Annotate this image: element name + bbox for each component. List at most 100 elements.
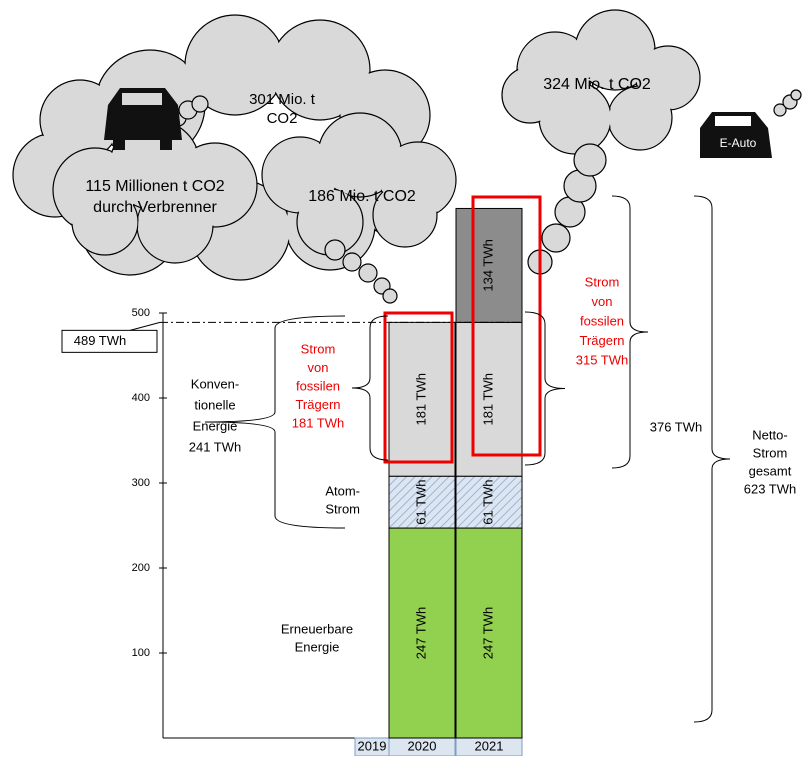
- annotation: Konven-: [191, 376, 239, 391]
- bar-segment: [455, 207, 523, 323]
- annotation: Energie: [295, 639, 340, 654]
- cloud-fill: [374, 184, 436, 246]
- y-tick-label: 300: [132, 477, 150, 489]
- highlight-frame: [471, 195, 542, 457]
- cloud-fill: [193, 97, 207, 111]
- annotation-red: 315 TWh: [576, 352, 629, 367]
- annotation: 623 TWh: [744, 481, 797, 496]
- bar-segment: [455, 475, 523, 529]
- cloud-small: [52, 119, 258, 264]
- annotation: tionelle: [194, 397, 235, 412]
- annotation: Strom: [753, 445, 788, 460]
- smoke: [541, 223, 571, 253]
- cloud-fill: [503, 68, 557, 122]
- cloud-fill: [792, 91, 800, 99]
- cloud-fill: [543, 225, 569, 251]
- y-tick-label: 500: [132, 307, 150, 319]
- cloud-fill: [576, 11, 654, 89]
- y-tick-label: 400: [132, 392, 150, 404]
- cloud-fill: [540, 83, 610, 153]
- annotation-red: fossilen: [296, 378, 340, 393]
- smoke: [573, 143, 607, 177]
- brace: [351, 315, 389, 461]
- reference-box: [61, 329, 158, 353]
- value-label: 247 TWh: [413, 607, 428, 660]
- car-window: [122, 93, 162, 105]
- cloud-label: durch Verbrenner: [93, 199, 217, 216]
- x-tick-label: 2021: [475, 738, 504, 753]
- cloud-fill: [565, 171, 595, 201]
- cloud-fill: [575, 145, 605, 175]
- value-label: 61 TWh: [413, 479, 428, 524]
- cloud-fill: [609, 87, 671, 149]
- cloud-fill: [775, 105, 785, 115]
- y-tick-label: 200: [132, 562, 150, 574]
- annotation: Erneuerbare: [281, 621, 353, 636]
- annotation: Atom-: [325, 483, 360, 498]
- x-tick-label: 2020: [408, 738, 437, 753]
- value-label: 61 TWh: [480, 479, 495, 524]
- ecar-window: [715, 116, 751, 126]
- annotation: Strom: [325, 501, 360, 516]
- annotation-red: Strom: [585, 274, 620, 289]
- brace: [204, 315, 346, 529]
- cloud-fill: [298, 190, 362, 254]
- cloud-label: 301 Mio. t: [249, 91, 316, 108]
- cloud-label: 324 Mio. t CO2: [543, 76, 651, 93]
- cloud-fill: [271, 21, 369, 119]
- annotation-red: 181 TWh: [292, 415, 345, 430]
- bar-segment: [455, 321, 523, 477]
- smoke: [773, 103, 787, 117]
- value-label: 181 TWh: [413, 373, 428, 426]
- value-label: 181 TWh: [480, 373, 495, 426]
- brace: [693, 195, 731, 723]
- brace: [611, 195, 649, 469]
- cloud-label: 115 Millionen t CO2: [85, 178, 224, 195]
- y-tick-label: 100: [132, 647, 150, 659]
- bar-segment: [388, 321, 456, 477]
- cloud-right: [501, 9, 701, 155]
- smoke: [790, 89, 802, 101]
- chart-body: E-Auto 100 200 300 400 500 2019 2020 2021 247 TWh…: [61, 76, 797, 757]
- annotation-red: fossilen: [580, 313, 624, 328]
- annotation-red: von: [592, 294, 613, 309]
- cloud-small: [261, 112, 457, 256]
- smoke: [358, 263, 378, 283]
- cloud-fill: [360, 265, 376, 281]
- brace: [524, 311, 566, 466]
- annotation: gesamt: [749, 463, 792, 478]
- value-label: 247 TWh: [480, 607, 495, 660]
- x-tick-label: 2019: [358, 738, 387, 753]
- cloud-fill: [41, 81, 119, 159]
- annotation: Netto-: [752, 427, 787, 442]
- value-label: 134 TWh: [480, 239, 495, 292]
- smoke: [563, 169, 597, 203]
- bar-segment: [455, 527, 523, 739]
- annotation-red: Trägern: [295, 397, 340, 412]
- cloud-fill: [319, 114, 401, 196]
- bar-segment: [388, 527, 456, 739]
- highlight-frame: [383, 311, 454, 464]
- annotation-red: von: [308, 360, 329, 375]
- cloud-fill: [186, 16, 284, 114]
- cloud-fill: [73, 190, 137, 254]
- cloud-label: 186 Mio. t CO2: [308, 188, 416, 205]
- smoke: [382, 288, 398, 304]
- smoke: [342, 252, 362, 272]
- cloud-fill: [375, 279, 389, 293]
- smoke: [554, 196, 586, 228]
- annotation: 376 TWh: [650, 419, 703, 434]
- ecar-label: E-Auto: [720, 136, 757, 150]
- cloud-fill: [326, 241, 344, 259]
- annotation: Energie: [193, 418, 238, 433]
- cloud-label: CO2: [267, 110, 298, 127]
- annotation-red: Trägern: [579, 333, 624, 348]
- smoke: [324, 239, 346, 261]
- bar-segment: [388, 475, 456, 529]
- cloud-fill: [138, 188, 212, 262]
- annotation-red: Strom: [301, 341, 336, 356]
- decorations: [12, 9, 802, 304]
- annotation: 241 TWh: [189, 439, 242, 454]
